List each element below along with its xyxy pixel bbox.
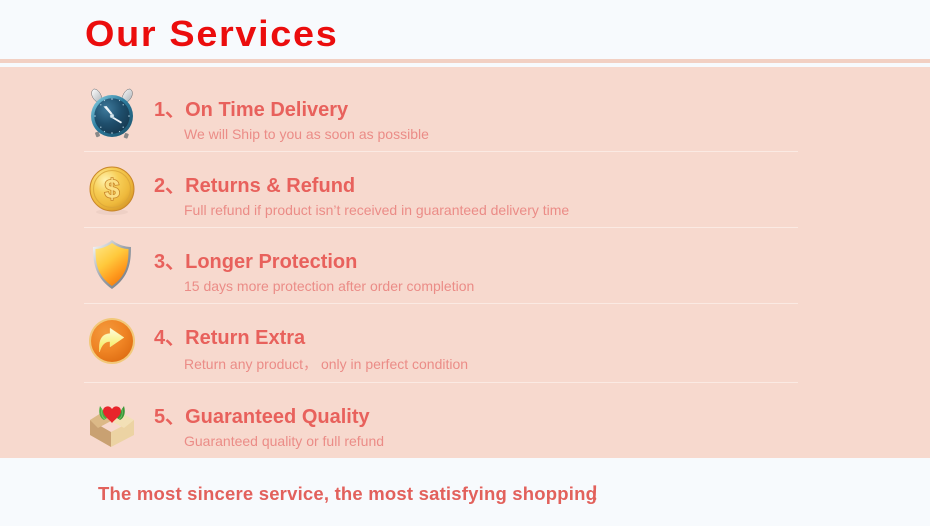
svg-text:$: $ [104,174,119,204]
